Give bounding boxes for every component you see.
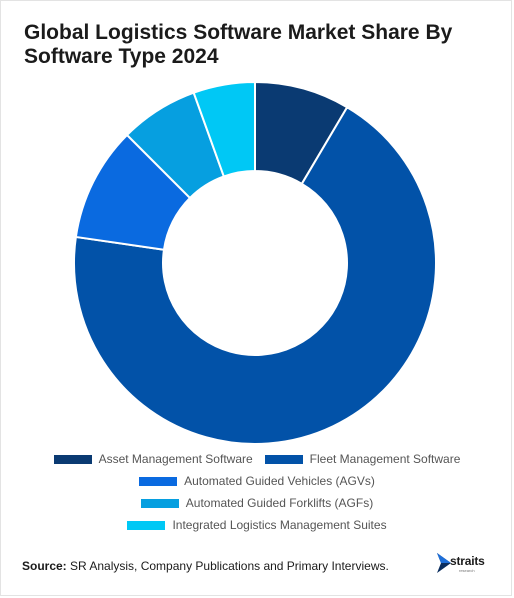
legend-row: Automated Guided Vehicles (AGVs) [1, 470, 513, 492]
legend-swatch [139, 476, 178, 486]
donut-slice-fleet-management-software [73, 105, 437, 445]
legend-swatch [53, 454, 92, 464]
chart-legend: Asset Management Software Fleet Managemen… [1, 448, 513, 536]
source-note: Source: SR Analysis, Company Publication… [22, 559, 389, 573]
legend-swatch [127, 520, 166, 530]
legend-label: Integrated Logistics Management Suites [172, 518, 387, 532]
logo-subtext: research [459, 568, 475, 573]
logo-arrow-icon [437, 553, 451, 573]
source-label: Source: [22, 559, 67, 573]
legend-item-automated-guided-vehicles-agvs[interactable]: Automated Guided Vehicles (AGVs) [139, 474, 375, 488]
source-text: SR Analysis, Company Publications and Pr… [66, 559, 389, 573]
legend-swatch [140, 498, 179, 508]
donut-chart [73, 80, 437, 445]
legend-item-fleet-management-software[interactable]: Fleet Management Software [264, 452, 461, 466]
legend-label: Asset Management Software [98, 452, 253, 466]
legend-row: Integrated Logistics Management Suites [1, 514, 513, 536]
legend-swatch [264, 454, 303, 464]
legend-item-automated-guided-forklifts-agfs[interactable]: Automated Guided Forklifts (AGFs) [140, 496, 374, 510]
chart-title: Global Logistics Software Market Share B… [24, 21, 453, 68]
legend-item-asset-management-software[interactable]: Asset Management Software [53, 452, 253, 466]
legend-row: Automated Guided Forklifts (AGFs) [1, 492, 513, 514]
legend-label: Automated Guided Forklifts (AGFs) [185, 496, 374, 510]
straits-research-logo: straits research [437, 551, 497, 577]
legend-item-integrated-logistics-management-suites[interactable]: Integrated Logistics Management Suites [127, 518, 387, 532]
legend-row: Asset Management Software Fleet Managemen… [1, 448, 513, 470]
logo-wordmark: straits [450, 554, 485, 568]
donut-slice-integrated-logistics-management-suites [192, 80, 256, 178]
legend-label: Fleet Management Software [309, 452, 461, 466]
legend-label: Automated Guided Vehicles (AGVs) [184, 474, 375, 488]
